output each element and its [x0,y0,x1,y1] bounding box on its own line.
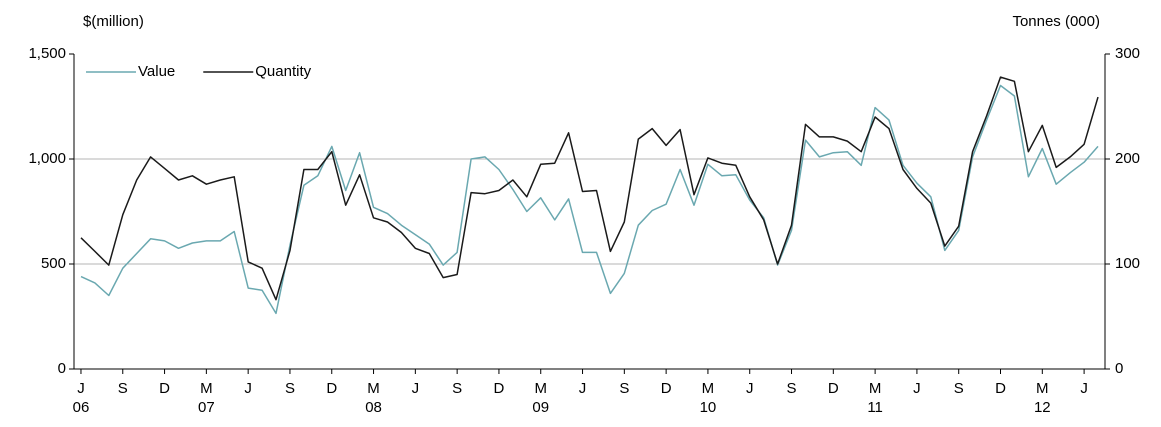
x-tick-label: J [244,380,252,397]
x-year-label: 12 [1034,399,1051,416]
x-tick-label: D [661,380,672,397]
x-tick-label: S [619,380,629,397]
x-year-label: 11 [867,399,883,416]
x-tick-label: S [954,380,964,397]
x-tick-label: M [367,380,380,397]
legend-label: Quantity [255,63,311,80]
x-tick-label: D [494,380,505,397]
x-tick-label: J [412,380,420,397]
x-tick-label: M [200,380,213,397]
x-tick-label: D [828,380,839,397]
x-tick-label: S [452,380,462,397]
x-year-label: 07 [198,399,215,416]
x-year-label: 09 [532,399,549,416]
y-tick-label: 500 [41,255,66,272]
x-tick-label: J [77,380,85,397]
y2-tick-label: 300 [1115,45,1140,62]
y-tick-label: 0 [58,360,66,377]
x-tick-label: M [534,380,547,397]
y2-tick-label: 0 [1115,360,1123,377]
series-line [80,84,1099,315]
x-tick-label: M [869,380,882,397]
x-tick-label: D [159,380,170,397]
x-tick-label: M [702,380,715,397]
x-year-label: 10 [700,399,717,416]
y2-tick-label: 100 [1115,255,1140,272]
x-tick-label: J [579,380,587,397]
y2-axis-label: Tonnes (000) [1012,13,1100,30]
series-line [80,76,1099,301]
x-tick-label: M [1036,380,1049,397]
x-tick-label: S [118,380,128,397]
y-axis-label: $(million) [83,13,144,30]
y2-tick-label: 200 [1115,150,1140,167]
x-tick-label: J [746,380,754,397]
x-tick-label: J [1080,380,1088,397]
x-tick-label: D [995,380,1006,397]
x-tick-label: J [913,380,921,397]
x-year-label: 08 [365,399,382,416]
y-tick-label: 1,500 [28,45,66,62]
x-tick-label: D [326,380,337,397]
x-tick-label: S [787,380,797,397]
x-tick-label: S [285,380,295,397]
legend-label: Value [138,63,175,80]
x-year-label: 06 [73,399,90,416]
y-tick-label: 1,000 [28,150,66,167]
